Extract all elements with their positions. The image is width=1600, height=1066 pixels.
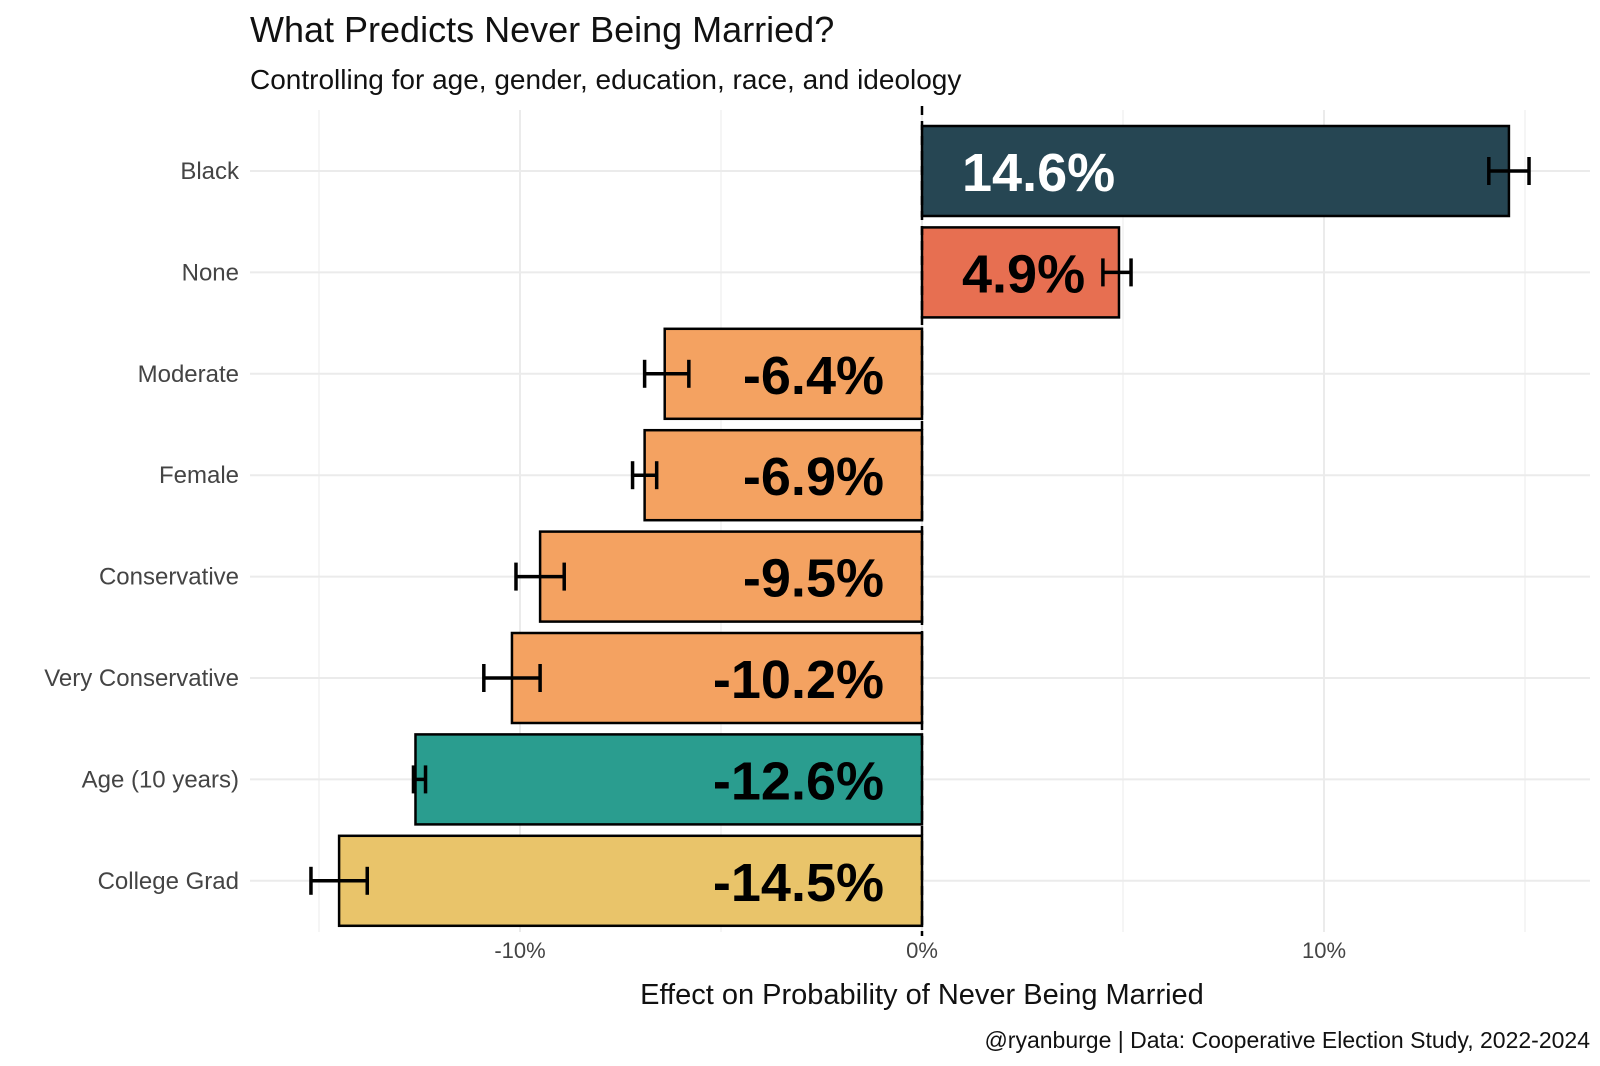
data-label-moderate: -6.4%: [743, 346, 884, 406]
y-tick-label-age-10-years: Age (10 years): [82, 766, 239, 793]
x-axis-title: Effect on Probability of Never Being Mar…: [640, 979, 1204, 1011]
errorbar-layer: [309, 157, 1531, 895]
bar-very-conservative: [510, 631, 924, 725]
error-bar-female: [630, 461, 659, 490]
data-label-conservative: -9.5%: [743, 549, 884, 609]
bar-female: [643, 428, 924, 522]
error-bar-moderate: [642, 359, 691, 388]
x-tick-label: 10%: [1302, 938, 1346, 963]
y-tick-label-none: None: [182, 259, 239, 286]
error-bar-age-10-years: [411, 765, 428, 794]
chart-caption: @ryanburge | Data: Cooperative Election …: [984, 1027, 1590, 1053]
chart-title: What Predicts Never Being Married?: [250, 9, 834, 50]
axis-layer: Black None Moderate Female Conservative Very …: [44, 106, 1346, 963]
data-label-college-grad: -14.5%: [713, 853, 884, 913]
label-layer: 14.6% 4.9% -6.4% -6.9% -9.5% -10.2% -12.6% -14.…: [713, 143, 1115, 913]
y-tick-label-conservative: Conservative: [99, 564, 239, 591]
chart-subtitle: Controlling for age, gender, education, …: [250, 64, 961, 95]
bars-layer: [337, 124, 1511, 928]
bar-age-10-years: [414, 733, 924, 826]
bar-moderate: [663, 327, 924, 421]
error-bar-conservative: [514, 562, 566, 591]
error-bar-very-conservative: [482, 664, 542, 692]
error-bar-college-grad: [309, 866, 369, 895]
bar-conservative: [538, 530, 924, 623]
bar-college-grad: [337, 834, 924, 928]
error-bar-black: [1487, 157, 1531, 185]
data-label-very-conservative: -10.2%: [713, 650, 884, 710]
y-tick-label-very-conservative: Very Conservative: [44, 665, 239, 692]
x-tick-label: 0%: [906, 938, 938, 963]
y-tick-label-college-grad: College Grad: [98, 868, 239, 895]
x-tick-label: -10%: [494, 938, 545, 963]
y-tick-label-female: Female: [159, 462, 239, 489]
error-bar-none: [1101, 258, 1133, 287]
data-label-age-10-years: -12.6%: [713, 751, 884, 811]
data-label-black: 14.6%: [962, 143, 1115, 203]
y-tick-label-moderate: Moderate: [138, 361, 239, 388]
y-tick-label-black: Black: [180, 158, 240, 185]
data-label-none: 4.9%: [962, 244, 1085, 304]
data-label-female: -6.9%: [743, 447, 884, 507]
